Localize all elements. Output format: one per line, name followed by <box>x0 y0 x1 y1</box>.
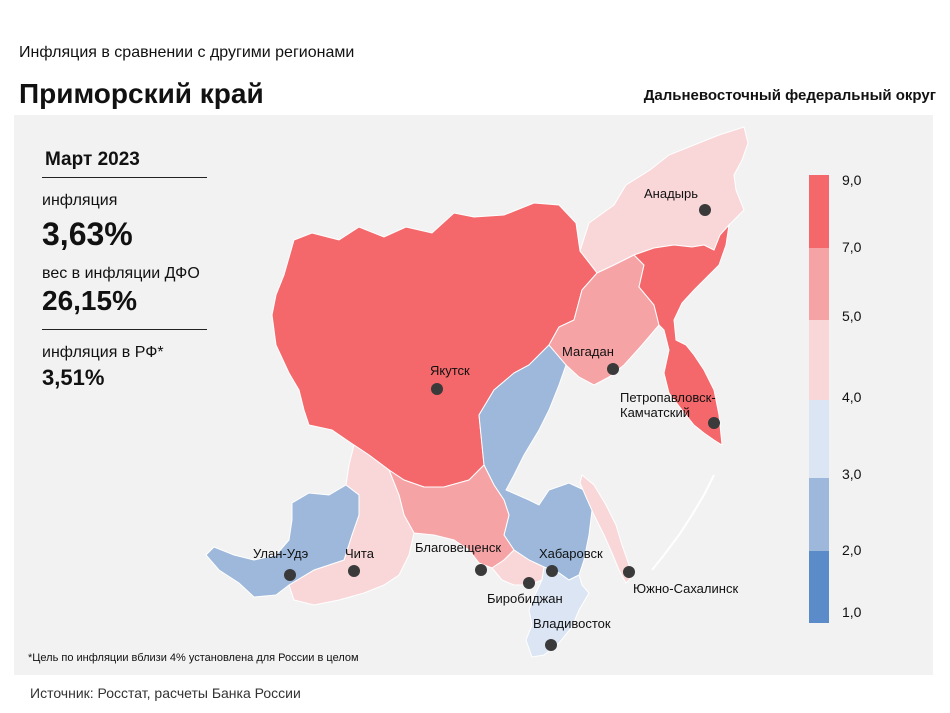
rf-inflation-label: инфляция в РФ* <box>42 344 164 361</box>
inflation-label: инфляция <box>42 192 118 209</box>
legend-bar <box>809 175 829 623</box>
region-yakutia[interactable] <box>271 202 598 488</box>
legend-tick: 3,0 <box>842 466 862 482</box>
region-sakhalin[interactable] <box>579 474 633 584</box>
district-name: Дальневосточный федеральный округ <box>643 87 936 104</box>
legend-bin-2 <box>809 551 829 623</box>
page-title: Приморский край <box>19 78 264 109</box>
legend-bin-5 <box>809 320 829 400</box>
divider <box>42 329 207 330</box>
legend-bin-9 <box>809 175 829 248</box>
region-kamchatka[interactable] <box>633 223 730 446</box>
region-kurils <box>651 474 715 571</box>
source-note: Источник: Росстат, расчеты Банка России <box>30 685 301 701</box>
legend-bin-4 <box>809 400 829 478</box>
divider <box>42 177 207 178</box>
footnote: *Цель по инфляции вблизи 4% установлена … <box>28 652 359 664</box>
region-primorye[interactable] <box>525 566 590 658</box>
weight-value: 26,15% <box>42 285 137 316</box>
legend-bin-3 <box>809 478 829 551</box>
region-buryatia[interactable] <box>205 484 360 598</box>
page-subtitle: Инфляция в сравнении с другими регионами <box>19 44 355 61</box>
legend-tick: 4,0 <box>842 389 862 405</box>
weight-label: вес в инфляции ДФО <box>42 265 200 282</box>
legend-tick: 5,0 <box>842 308 862 324</box>
legend-bin-7 <box>809 248 829 320</box>
region-map <box>205 126 749 658</box>
inflation-value: 3,63% <box>42 216 133 252</box>
legend-tick: 9,0 <box>842 172 862 188</box>
legend-tick: 1,0 <box>842 604 862 620</box>
legend-tick: 7,0 <box>842 239 862 255</box>
map-panel: Март 2023 инфляция 3,63% вес в инфляции … <box>14 115 933 675</box>
info-block: Март 2023 инфляция 3,63% вес в инфляции … <box>42 145 207 391</box>
report-date: Март 2023 <box>45 149 140 170</box>
rf-inflation-value: 3,51% <box>42 365 105 390</box>
legend-tick: 2,0 <box>842 542 862 558</box>
